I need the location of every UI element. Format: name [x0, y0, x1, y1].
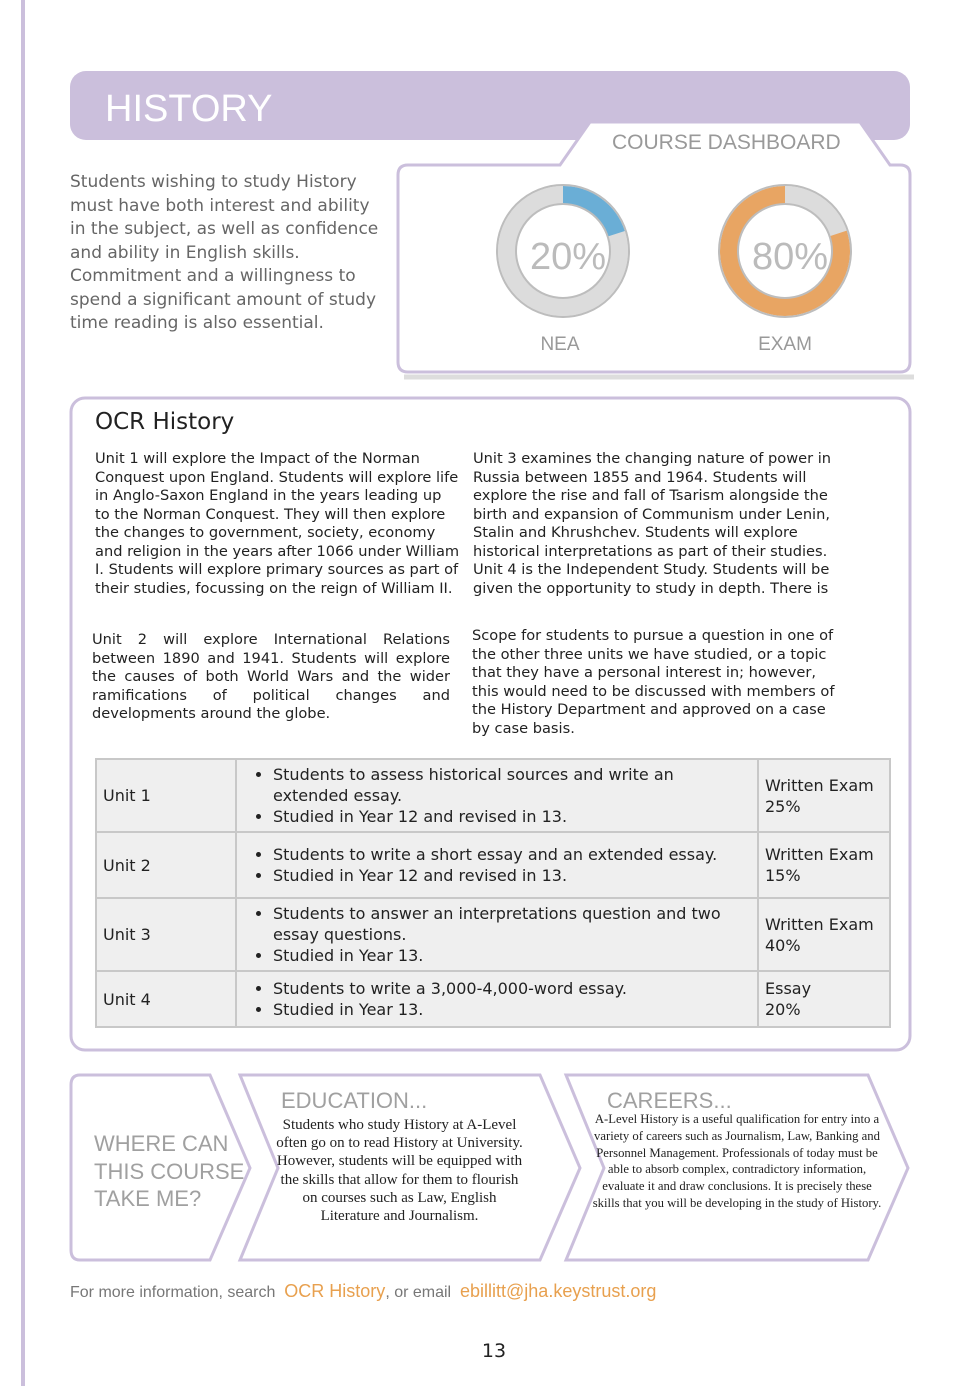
weight: 40% — [765, 935, 801, 955]
donut-label: EXAM — [758, 334, 812, 355]
weight: 15% — [765, 866, 801, 885]
education-title: EDUCATION... — [281, 1088, 428, 1113]
footer-link[interactable]: OCR History — [284, 1281, 386, 1301]
donut-value: 20% — [530, 236, 606, 278]
donut-value: 80% — [752, 236, 828, 278]
bullets-cell: Students to assess historical sources an… — [235, 758, 759, 833]
table-row: Unit 3 Students to answer an interpretati… — [95, 897, 891, 972]
bullet: Students to write a 3,000-4,000-word ess… — [273, 978, 751, 999]
bullet-list: Students to write a short essay and an e… — [243, 844, 751, 886]
weight: 25% — [765, 796, 801, 816]
unit-cell: Unit 4 — [95, 970, 237, 1028]
footer-text: , or email — [385, 1284, 452, 1301]
donut-label: NEA — [540, 334, 579, 355]
bullets-cell: Students to answer an interpretations qu… — [235, 897, 759, 972]
unit-cell: Unit 1 — [95, 758, 237, 833]
weight: 20% — [765, 1000, 801, 1019]
pathway-shape — [69, 1073, 252, 1262]
donut-arc — [498, 186, 628, 316]
table-row: Unit 2 Students to write a short essay an… — [95, 831, 891, 899]
assessment-cell: Written Exam 40% — [757, 897, 891, 972]
unit-cell: Unit 2 — [95, 831, 237, 899]
careers-title: CAREERS... — [607, 1088, 732, 1113]
page-title: HISTORY — [105, 88, 273, 130]
pathway-shape — [563, 1073, 910, 1262]
donut-outer-ring — [496, 184, 630, 318]
bullets-cell: Students to write a 3,000-4,000-word ess… — [235, 970, 759, 1028]
assessment-cell: Written Exam 25% — [757, 758, 891, 833]
page-number: 13 — [481, 1340, 507, 1362]
unit-name: Unit 3 — [103, 925, 151, 944]
footer-text: For more information, search — [70, 1284, 276, 1301]
bullet: Studied in Year 12 and revised in 13. — [273, 865, 751, 886]
assessment-cell: Essay 20% — [757, 970, 891, 1028]
unit-name: Unit 4 — [103, 989, 151, 1009]
pathways-title: WHERE CAN THIS COURSE TAKE ME? — [94, 1131, 245, 1211]
education-text: Students who study History at A-Level of… — [276, 1117, 523, 1225]
bullet-list: Students to write a 3,000-4,000-word ess… — [243, 978, 751, 1020]
bullet-list: Students to answer an interpretations qu… — [243, 903, 751, 966]
course-title: OCR History — [95, 409, 235, 435]
donut-outer-ring — [718, 184, 852, 318]
donut-inner-ring — [515, 203, 611, 299]
dashboard-charts: 20% NEA 80% EXAM — [496, 184, 852, 355]
footer: For more information, search OCR History… — [70, 1281, 656, 1302]
donut-arc — [720, 186, 850, 316]
bullet: Studied in Year 13. — [273, 999, 751, 1020]
bullet: Students to assess historical sources an… — [273, 764, 751, 806]
paragraph: Unit 2 will explore International Relati… — [92, 631, 450, 722]
pathway-shape — [237, 1073, 582, 1262]
dashboard-title: COURSE DASHBOARD — [612, 131, 841, 154]
intro-text: Students wishing to study History must h… — [70, 172, 379, 333]
unit-cell: Unit 3 — [95, 897, 237, 972]
assessment: Written Exam — [765, 914, 874, 934]
table-row: Unit 4 Students to write a 3,000-4,000-wo… — [95, 970, 891, 1028]
paragraph: Scope for students to pursue a question … — [472, 627, 835, 737]
footer-email[interactable]: ebillitt@jha.keystrust.org — [460, 1281, 657, 1301]
units-table: Unit 1 Students to assess historical sour… — [95, 758, 891, 1028]
bullet-list: Students to assess historical sources an… — [243, 764, 751, 827]
bullet: Studied in Year 12 and revised in 13. — [273, 806, 751, 827]
assessment: Essay — [765, 979, 812, 998]
bullet: Students to answer an interpretations qu… — [273, 903, 751, 945]
paragraph: Unit 1 will explore the Impact of the No… — [95, 450, 460, 597]
bullet: Students to write a short essay and an e… — [273, 844, 751, 865]
unit-name: Unit 1 — [103, 786, 151, 805]
bullets-cell: Students to write a short essay and an e… — [235, 831, 759, 899]
assessment: Written Exam — [765, 775, 874, 795]
course-frame — [69, 396, 912, 1052]
assessment-cell: Written Exam 15% — [757, 831, 891, 899]
unit-name: Unit 2 — [103, 855, 151, 875]
table-row: Unit 1 Students to assess historical sour… — [95, 758, 891, 833]
assessment: Written Exam — [765, 845, 874, 864]
careers-text: A-Level History is a useful qualificatio… — [592, 1112, 882, 1210]
bullet: Studied in Year 13. — [273, 945, 751, 966]
paragraph: Unit 3 examines the changing nature of p… — [473, 450, 832, 597]
donut-inner-ring — [737, 203, 833, 299]
